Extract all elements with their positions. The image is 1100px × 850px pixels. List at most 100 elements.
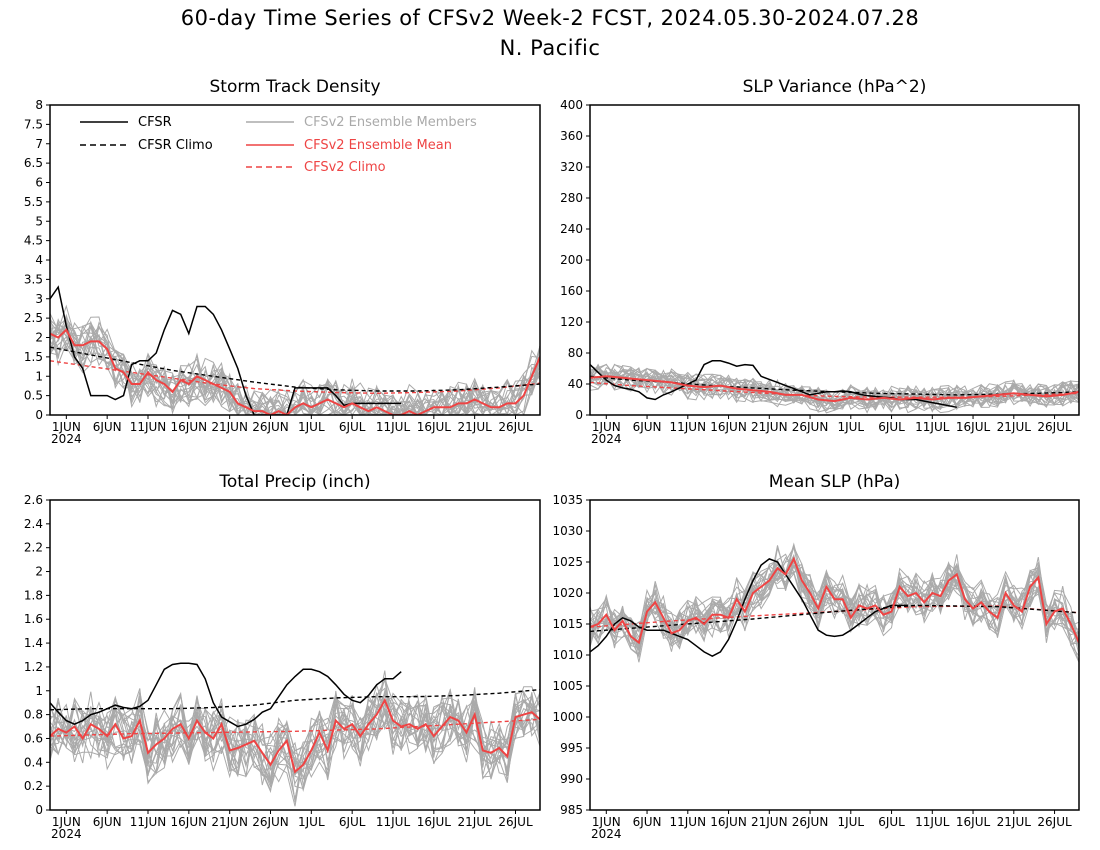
x-tick-label: 16JUL (417, 815, 452, 829)
x-tick-label: 6JUL (878, 420, 905, 434)
plot-frame (589, 499, 1080, 811)
y-tick-label: 2.6 (24, 493, 43, 507)
total-precip-plot-area (50, 662, 540, 807)
x-tick-label: 21JUN (211, 420, 248, 434)
x-tick-label: 11JUN (670, 420, 707, 434)
ensemble-member-line (50, 691, 540, 790)
x-tick-label: 21JUL (997, 420, 1032, 434)
x-tick-label: 16JUN (171, 420, 208, 434)
x-tick-label: 6JUN (93, 815, 122, 829)
ensemble-member-line (50, 322, 540, 415)
ensemble-member-line (590, 368, 1079, 411)
x-tick-label: 1JUN (592, 815, 621, 829)
region-title: N. Pacific (499, 36, 601, 60)
cfsv2-ensemble-mean-line (590, 556, 1079, 645)
y-tick-label: 240 (560, 222, 583, 236)
cfsr-line (50, 285, 402, 415)
x-tick-label: 16JUL (956, 815, 991, 829)
ensemble-member-line (50, 687, 540, 776)
cfsr-climo-line (50, 688, 540, 711)
cfsr-climo-line (50, 346, 540, 392)
y-tick-label: 0 (575, 408, 583, 422)
ensemble-member-line (50, 316, 540, 415)
legend-label: CFSv2 Ensemble Mean (304, 138, 452, 153)
x-year-label: 2024 (51, 432, 82, 446)
legend-label: CFSv2 Climo (304, 160, 386, 175)
x-tick-label: 26JUL (1037, 420, 1072, 434)
x-tick-label: 6JUN (633, 420, 662, 434)
y-tick-label: 40 (568, 377, 583, 391)
y-tick-label: 990 (560, 772, 583, 786)
y-tick-label: 995 (560, 741, 583, 755)
ensemble-member-line (50, 328, 540, 415)
x-tick-label: 16JUL (417, 420, 452, 434)
x-tick-label: 21JUN (751, 815, 788, 829)
ensemble-member-line (50, 319, 540, 415)
cfsv2-ensemble-mean-line (50, 328, 540, 415)
x-tick-label: 26JUL (498, 420, 533, 434)
y-tick-label: 1 (35, 684, 43, 698)
y-tick-label: 2.4 (24, 517, 43, 531)
y-tick-label: 0.6 (24, 731, 43, 745)
x-tick-label: 26JUN (792, 815, 829, 829)
y-tick-label: 0 (35, 803, 43, 817)
y-tick-label: 0.2 (24, 779, 43, 793)
y-tick-label: 1.5 (24, 350, 43, 364)
mean-slp-title: Mean SLP (hPa) (769, 472, 901, 492)
x-tick-label: 11JUL (376, 420, 411, 434)
cfsr-line (50, 662, 402, 728)
y-tick-label: 0.5 (24, 389, 43, 403)
y-tick-label: 3.5 (24, 272, 43, 286)
y-tick-label: 985 (560, 803, 583, 817)
cfsv2-climo-line (50, 718, 540, 737)
x-tick-label: 16JUN (710, 420, 747, 434)
slp-variance-panel: SLP Variance (hPa^2) 0 40 80 120 160 200 240 280… (560, 77, 1080, 446)
y-tick-label: 4.5 (24, 234, 43, 248)
y-tick-label: 6 (35, 176, 43, 190)
x-tick-label: 16JUL (956, 420, 991, 434)
x-year-label: 2024 (51, 827, 82, 841)
y-tick-label: 120 (560, 315, 583, 329)
y-tick-label: 7 (35, 137, 43, 151)
x-tick-label: 11JUN (130, 420, 167, 434)
ensemble-member-line (590, 553, 1079, 646)
total-precip-title: Total Precip (inch) (218, 472, 370, 492)
x-tick-label: 6JUL (339, 420, 366, 434)
y-tick-label: 0.8 (24, 708, 43, 722)
x-tick-label: 11JUN (130, 815, 167, 829)
y-tick-label: 0.4 (24, 755, 43, 769)
ensemble-member-line (50, 676, 540, 792)
main-title: 60-day Time Series of CFSv2 Week-2 FCST,… (180, 6, 920, 30)
total-precip-panel: Total Precip (inch) 0 0.2 0.4 0.6 0.8 1 1.2 1.4 1… (24, 472, 541, 841)
y-tick-label: 280 (560, 191, 583, 205)
y-tick-label: 2.5 (24, 311, 43, 325)
mean-slp-plot-area (590, 542, 1079, 663)
y-tick-label: 2 (35, 331, 43, 345)
ensemble-member-line (50, 316, 540, 415)
plot-frame (49, 104, 541, 416)
x-tick-label: 26JUN (252, 420, 289, 434)
y-tick-label: 3 (35, 292, 43, 306)
y-tick-label: 8 (35, 98, 43, 112)
cfsv2-climo-line (590, 381, 1079, 398)
x-tick-label: 21JUN (211, 815, 248, 829)
x-tick-label: 11JUL (376, 815, 411, 829)
y-tick-label: 1.2 (24, 660, 43, 674)
cfsv2-climo-line (50, 360, 540, 395)
legend-label: CFSR Climo (138, 138, 213, 153)
ensemble-member-line (50, 693, 540, 803)
x-tick-label: 16JUN (171, 815, 208, 829)
x-tick-label: 21JUL (458, 815, 493, 829)
x-tick-label: 26JUN (792, 420, 829, 434)
y-tick-label: 1 (35, 369, 43, 383)
ensemble-member-line (50, 319, 540, 415)
storm-track-density-title: Storm Track Density (209, 77, 380, 97)
plot-frame (49, 499, 541, 811)
legend-label: CFSv2 Ensemble Members (304, 115, 477, 130)
x-tick-label: 26JUN (252, 815, 289, 829)
y-tick-label: 4 (35, 253, 43, 267)
y-tick-label: 360 (560, 129, 583, 143)
y-tick-label: 1.8 (24, 588, 43, 602)
x-tick-label: 11JUL (915, 420, 950, 434)
